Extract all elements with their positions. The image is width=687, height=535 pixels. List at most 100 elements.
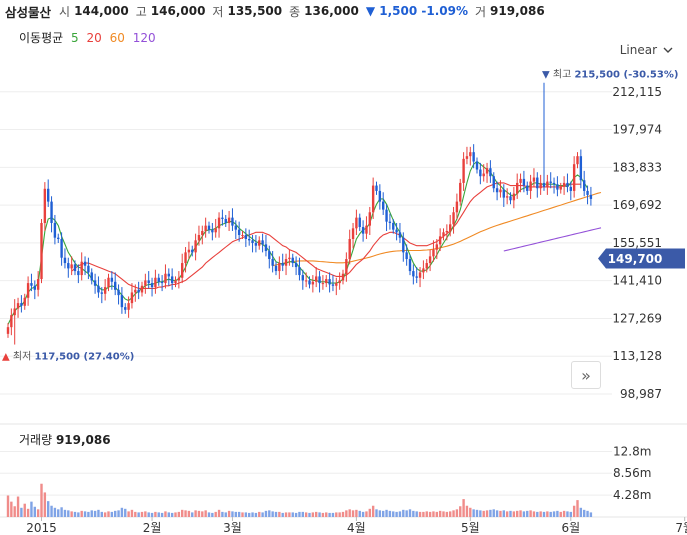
expand-chart-button[interactable]: » bbox=[571, 361, 601, 389]
candle-body bbox=[335, 283, 338, 286]
volume-bar bbox=[351, 510, 355, 517]
candle-body bbox=[130, 292, 134, 304]
candle-body bbox=[234, 225, 237, 230]
volume-bar bbox=[181, 509, 184, 517]
candle-body bbox=[556, 184, 559, 190]
volume-bar bbox=[579, 507, 583, 517]
volume-value: 919,086 bbox=[490, 4, 545, 18]
volume-bar bbox=[244, 512, 248, 517]
candle-body bbox=[174, 280, 177, 284]
candle-body bbox=[402, 237, 405, 253]
candle-body bbox=[43, 188, 47, 223]
candle-body bbox=[572, 164, 576, 191]
candle-body bbox=[191, 249, 194, 253]
price-tick-label: 169,692 bbox=[612, 198, 662, 212]
volume-bar bbox=[566, 511, 569, 517]
candle-body bbox=[40, 222, 43, 280]
candle-body bbox=[475, 161, 479, 170]
candle-body bbox=[291, 257, 294, 264]
volume-bar bbox=[371, 505, 375, 517]
candle-body bbox=[268, 251, 271, 260]
volume-bar bbox=[576, 500, 579, 517]
candle-body bbox=[261, 240, 264, 245]
volume-bar bbox=[583, 509, 586, 517]
volume-bar bbox=[80, 510, 83, 517]
candle-body bbox=[408, 259, 412, 272]
candle-body bbox=[445, 230, 449, 233]
candle-body bbox=[435, 244, 438, 250]
candle-body bbox=[224, 218, 227, 223]
candle-body bbox=[33, 285, 36, 290]
candle-body bbox=[90, 272, 93, 281]
volume-bar bbox=[174, 512, 177, 517]
volume-bar bbox=[217, 509, 221, 517]
price-tick-label: 127,269 bbox=[612, 311, 662, 325]
high-label: 고 bbox=[135, 4, 147, 19]
volume-bar bbox=[83, 511, 87, 517]
candle-body bbox=[418, 272, 422, 278]
volume-bar bbox=[358, 510, 361, 517]
volume-bar bbox=[144, 511, 147, 517]
candle-body bbox=[103, 287, 107, 294]
volume-bar bbox=[375, 509, 378, 517]
candle-body bbox=[10, 315, 13, 328]
close-value: 136,000 bbox=[304, 4, 359, 18]
min-price-annotation: ▲ 최저 117,500 (27.40%) bbox=[2, 351, 134, 363]
volume-bar bbox=[552, 511, 556, 517]
volume-bar bbox=[294, 512, 298, 517]
candle-body bbox=[452, 212, 455, 225]
candle-body bbox=[368, 212, 371, 226]
volume-bar bbox=[395, 511, 398, 517]
volume-bar bbox=[184, 510, 187, 517]
volume-bar bbox=[539, 511, 542, 517]
volume-bar bbox=[455, 509, 459, 517]
volume-bar bbox=[355, 509, 358, 517]
scale-selector[interactable]: Linear bbox=[620, 43, 673, 57]
volume-bar bbox=[422, 511, 425, 517]
volume-bar bbox=[127, 511, 130, 517]
x-tick-label: 3월 bbox=[223, 521, 242, 535]
candle-body bbox=[438, 236, 442, 245]
volume-bar bbox=[201, 511, 204, 517]
volume-bar bbox=[546, 511, 549, 517]
volume-bar bbox=[589, 512, 593, 517]
candle-body bbox=[546, 181, 549, 187]
candle-body bbox=[271, 259, 274, 266]
volume-bar bbox=[284, 512, 288, 517]
volume-bar bbox=[26, 508, 30, 517]
candle-body bbox=[231, 217, 234, 226]
volume-bar bbox=[325, 512, 328, 517]
volume-bar bbox=[321, 512, 325, 517]
ma-20-label: 20 bbox=[86, 31, 102, 45]
volume-bar bbox=[137, 512, 140, 517]
volume-bar bbox=[268, 510, 271, 517]
volume-bar bbox=[495, 510, 499, 517]
volume-bar bbox=[33, 506, 36, 517]
volume-bar bbox=[164, 511, 167, 517]
volume-bar bbox=[207, 512, 211, 517]
volume-bar bbox=[204, 510, 207, 517]
candle-body bbox=[167, 273, 170, 277]
volume-bar bbox=[398, 511, 402, 517]
candle-body bbox=[221, 217, 224, 219]
volume-bar bbox=[382, 510, 385, 517]
candle-body bbox=[97, 285, 100, 293]
candle-body bbox=[93, 280, 97, 286]
candle-body bbox=[542, 182, 546, 187]
volume-bar bbox=[516, 510, 519, 517]
candle-body bbox=[211, 229, 214, 233]
volume-bar bbox=[16, 496, 20, 517]
candle-body bbox=[405, 252, 408, 260]
volume-bar bbox=[449, 511, 452, 517]
volume-title-label: 거래량 bbox=[19, 433, 53, 447]
candle-body bbox=[301, 275, 304, 281]
volume-tick-label: 8.56m bbox=[613, 466, 651, 480]
candle-body bbox=[559, 186, 562, 190]
volume-bar bbox=[107, 511, 110, 517]
candle-body bbox=[425, 263, 428, 269]
candle-body bbox=[214, 228, 217, 233]
volume-bar bbox=[469, 507, 472, 517]
volume-bar bbox=[248, 512, 251, 517]
candle-body bbox=[144, 280, 147, 286]
candle-body bbox=[331, 284, 335, 286]
